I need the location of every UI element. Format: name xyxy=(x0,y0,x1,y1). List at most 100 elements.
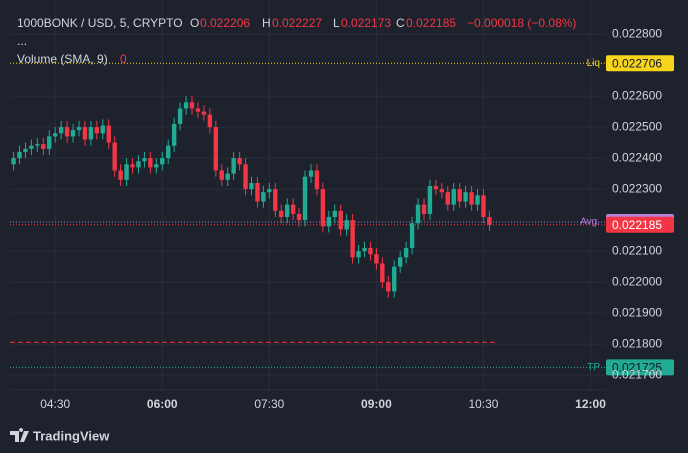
legend-header: 1000BONK / USD, 5, CRYPTO O 0.022206 H 0… xyxy=(17,16,576,66)
candle-body xyxy=(201,111,207,115)
logo-icon xyxy=(10,428,29,442)
candle-body xyxy=(481,195,486,218)
candle-body xyxy=(392,266,397,292)
y-tick-label: 0.022500 xyxy=(612,119,662,133)
candle-body xyxy=(469,192,474,205)
candle-body xyxy=(154,164,159,168)
candle-body xyxy=(249,182,254,190)
volume-value: 0 xyxy=(120,52,127,66)
y-tick-label: 0.022100 xyxy=(612,243,662,257)
candle-body xyxy=(189,102,195,109)
candle-body xyxy=(397,257,403,267)
ohlc-value: 0.022227 xyxy=(272,16,322,30)
candle-body xyxy=(243,164,248,190)
candle-body xyxy=(219,170,224,180)
logo-text: TradingView xyxy=(33,428,110,443)
level-label: Avg. xyxy=(580,217,600,228)
candle-body xyxy=(463,192,468,202)
level-label: TP xyxy=(587,362,600,373)
candle-body xyxy=(106,125,111,143)
candle-body xyxy=(403,248,409,258)
candle-body xyxy=(183,102,189,109)
candle-body xyxy=(332,210,337,218)
price-label: 0.022185 xyxy=(612,218,662,232)
ohlc-value: 0.022173 xyxy=(341,16,391,30)
candle-body xyxy=(451,189,456,205)
candle-body xyxy=(290,204,296,214)
candle-body xyxy=(225,173,230,180)
candle-body xyxy=(487,217,492,225)
candle-body xyxy=(475,195,480,205)
candle-body xyxy=(23,148,28,152)
candle-body xyxy=(261,192,266,202)
candle-body xyxy=(100,125,105,134)
candle-body xyxy=(267,189,272,193)
y-tick-label: 0.021800 xyxy=(612,336,662,350)
candle-body xyxy=(17,151,22,159)
candle-body xyxy=(166,145,171,159)
volume-label[interactable]: Volume (SMA, 9) xyxy=(17,52,108,66)
candle-body xyxy=(338,210,343,230)
candle-body xyxy=(58,127,64,134)
candle-body xyxy=(356,251,361,258)
candle-body xyxy=(368,248,373,255)
candle-body xyxy=(64,127,70,137)
candle-body xyxy=(457,189,462,202)
price-label-box xyxy=(606,359,674,376)
price-label: 0.021725 xyxy=(612,361,662,375)
candle-body xyxy=(41,144,46,149)
x-tick-label: 12:00 xyxy=(575,397,606,411)
candle-body xyxy=(47,136,52,149)
logo[interactable]: TradingView xyxy=(10,428,110,443)
levels: Liq0.022706Avg.0.0221940.022185TP0.02172… xyxy=(10,55,674,376)
candle-body xyxy=(195,108,201,112)
x-tick-label: 07:30 xyxy=(254,397,284,411)
candle-body xyxy=(427,186,433,214)
candle-body xyxy=(148,158,153,168)
candle-body xyxy=(76,127,82,131)
candle-body xyxy=(362,248,367,252)
candle-body xyxy=(350,220,355,258)
candle-body xyxy=(35,144,40,146)
candle-body xyxy=(88,127,94,140)
x-tick-label: 09:00 xyxy=(361,397,392,411)
ohlc-label: C xyxy=(396,16,405,30)
candle-body xyxy=(439,189,445,193)
candle-body xyxy=(380,263,385,283)
candle-body xyxy=(130,164,135,168)
candle-body xyxy=(237,158,242,165)
candle-body xyxy=(320,189,326,227)
candle-body xyxy=(136,161,141,168)
candle-body xyxy=(433,186,439,190)
y-tick-label: 0.022800 xyxy=(612,26,662,40)
x-tick-label: 06:00 xyxy=(147,397,178,411)
price-label-box xyxy=(606,55,674,72)
x-tick-label: 04:30 xyxy=(40,397,70,411)
candle-body xyxy=(409,223,415,249)
candle-body xyxy=(213,127,219,171)
candle-body xyxy=(160,158,165,165)
candle-body xyxy=(374,254,379,264)
candle-body xyxy=(118,170,123,180)
candle-body xyxy=(142,158,147,162)
candle-body xyxy=(29,145,34,149)
candle-body xyxy=(177,108,183,125)
price-label-box xyxy=(606,216,674,233)
y-tick-label: 0.021900 xyxy=(612,305,662,319)
candle-body xyxy=(314,170,320,190)
more-indicator[interactable]: ... xyxy=(17,34,27,48)
candle-body xyxy=(296,213,302,221)
candle-body xyxy=(302,176,308,221)
candle-body xyxy=(273,189,278,211)
candle-body xyxy=(255,182,260,202)
y-tick-label: 0.021700 xyxy=(612,367,662,381)
change: −0.000018 (−0.08%) xyxy=(467,16,576,30)
candle-body xyxy=(279,210,284,218)
ohlc-label: H xyxy=(262,16,271,30)
candle-body xyxy=(124,164,129,180)
candle-body xyxy=(112,142,117,171)
candle-body xyxy=(308,170,314,177)
